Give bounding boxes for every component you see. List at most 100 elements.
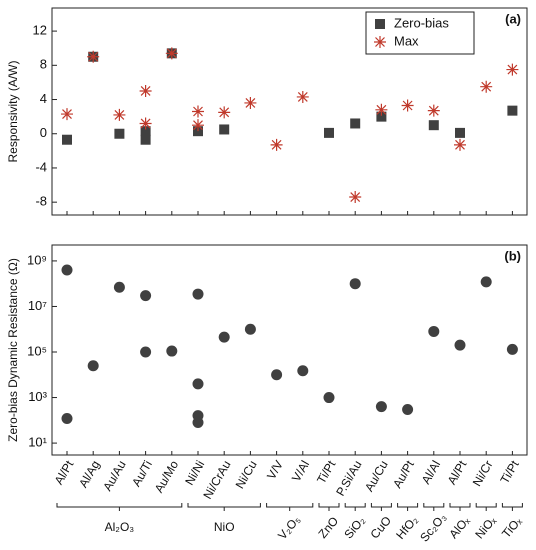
circle-marker — [271, 369, 283, 381]
circle-marker — [192, 288, 204, 300]
circle-marker — [192, 378, 204, 390]
asterisk-marker — [87, 50, 100, 63]
circle-marker — [244, 323, 256, 335]
legend-marker — [374, 36, 386, 48]
y-axis-label: Zero-bias Dynamic Resistance (Ω) — [6, 258, 20, 442]
square-marker — [219, 124, 230, 135]
x-tick-label: Al/Ag — [76, 458, 102, 490]
x-tick-label: V/Al — [289, 458, 312, 484]
y-tick-label: -8 — [35, 194, 47, 209]
asterisk-marker — [270, 138, 283, 151]
group-label: TiOₓ — [499, 514, 524, 541]
x-tick-label: Al/Al — [419, 458, 443, 486]
y-tick-label: 4 — [40, 91, 47, 106]
circle-marker — [87, 360, 99, 372]
group-bracket — [187, 503, 261, 511]
x-tick-label: Ni/Cu — [233, 458, 260, 491]
circle-marker — [113, 281, 125, 293]
asterisk-marker — [139, 117, 152, 130]
group-label: NiOₓ — [472, 513, 499, 541]
circle-marker — [192, 417, 204, 429]
square-marker — [324, 127, 334, 138]
x-tick-label: Ti/Pt — [498, 458, 523, 487]
square-marker — [455, 127, 465, 138]
group-bracket — [397, 503, 419, 511]
group-label: CuO — [367, 514, 394, 542]
x-tick-label: Au/Cu — [362, 458, 391, 494]
group-bracket — [318, 503, 340, 511]
asterisk-marker — [454, 138, 466, 151]
plot-frame — [51, 7, 528, 216]
x-tick-label: Ti/Pt — [314, 458, 339, 487]
group-label: ZnO — [316, 514, 342, 541]
y-tick-label: 10³ — [28, 389, 47, 404]
circle-marker — [323, 392, 335, 404]
y-tick-label: 8 — [40, 57, 47, 72]
asterisk-marker — [61, 108, 73, 121]
x-tick-label: P.Si/Au — [333, 458, 364, 498]
circle-marker — [166, 345, 178, 357]
x-tick-label: Ni/Ni — [182, 458, 207, 488]
x-tick-label: Al/Pt — [52, 458, 77, 488]
y-tick-label: 0 — [40, 125, 47, 140]
y-tick-label: 12 — [33, 23, 47, 38]
group-bracket — [56, 503, 183, 511]
asterisk-marker — [401, 99, 414, 112]
panel-label: (b) — [504, 248, 521, 263]
plot-frame — [51, 244, 528, 456]
y-tick-label: 10¹ — [28, 435, 47, 450]
square-marker — [140, 134, 151, 145]
group-bracket — [423, 503, 445, 511]
group-label: Al₂O₃ — [105, 520, 135, 534]
legend-label: Zero-bias — [394, 15, 449, 30]
circle-marker — [428, 325, 440, 337]
asterisk-marker — [113, 108, 126, 121]
circle-marker — [218, 331, 230, 343]
y-tick-label: -4 — [35, 159, 47, 174]
circle-marker — [454, 339, 466, 351]
square-marker — [376, 111, 387, 122]
x-tick-label: V/V — [264, 458, 286, 482]
asterisk-marker — [349, 191, 362, 204]
asterisk-marker — [244, 96, 257, 109]
square-marker — [62, 134, 72, 145]
group-label: HfO₂ — [393, 513, 421, 542]
asterisk-marker — [192, 119, 204, 132]
circle-marker — [61, 264, 73, 276]
asterisk-marker — [506, 63, 519, 76]
group-label: SiO₂ — [341, 513, 368, 541]
group-label: Sc₂O₃ — [417, 510, 449, 544]
circle-marker — [402, 403, 414, 415]
asterisk-marker — [375, 103, 388, 116]
asterisk-marker — [192, 105, 204, 118]
circle-marker — [140, 290, 152, 302]
group-bracket — [501, 503, 523, 511]
x-tick-label: Au/Pt — [390, 458, 417, 491]
legend-label: Max — [394, 33, 419, 48]
square-marker — [507, 105, 518, 116]
asterisk-marker — [139, 84, 152, 97]
y-tick-label: 10⁵ — [27, 343, 47, 358]
x-tick-label: Ni/Cr — [470, 458, 496, 489]
square-marker — [140, 126, 151, 137]
y-tick-label: 10⁹ — [27, 252, 47, 267]
circle-marker — [375, 401, 387, 413]
group-label: V₂O₅ — [275, 513, 303, 543]
group-label: AlOₓ — [446, 514, 472, 541]
group-bracket — [475, 503, 497, 511]
x-tick-label: Al/Pt — [445, 458, 470, 488]
asterisk-marker — [480, 80, 493, 93]
square-marker — [114, 128, 125, 139]
group-bracket — [370, 503, 392, 511]
x-tick-label: Au/Ti — [129, 458, 155, 489]
circle-marker — [480, 276, 492, 288]
circle-marker — [506, 343, 518, 355]
group-bracket — [449, 503, 471, 511]
panel-label: (a) — [505, 11, 521, 26]
group-label: NiO — [214, 520, 235, 534]
legend-marker — [375, 19, 385, 29]
y-axis-label: Responsivity (A/W) — [6, 60, 20, 162]
circle-marker — [61, 413, 73, 425]
